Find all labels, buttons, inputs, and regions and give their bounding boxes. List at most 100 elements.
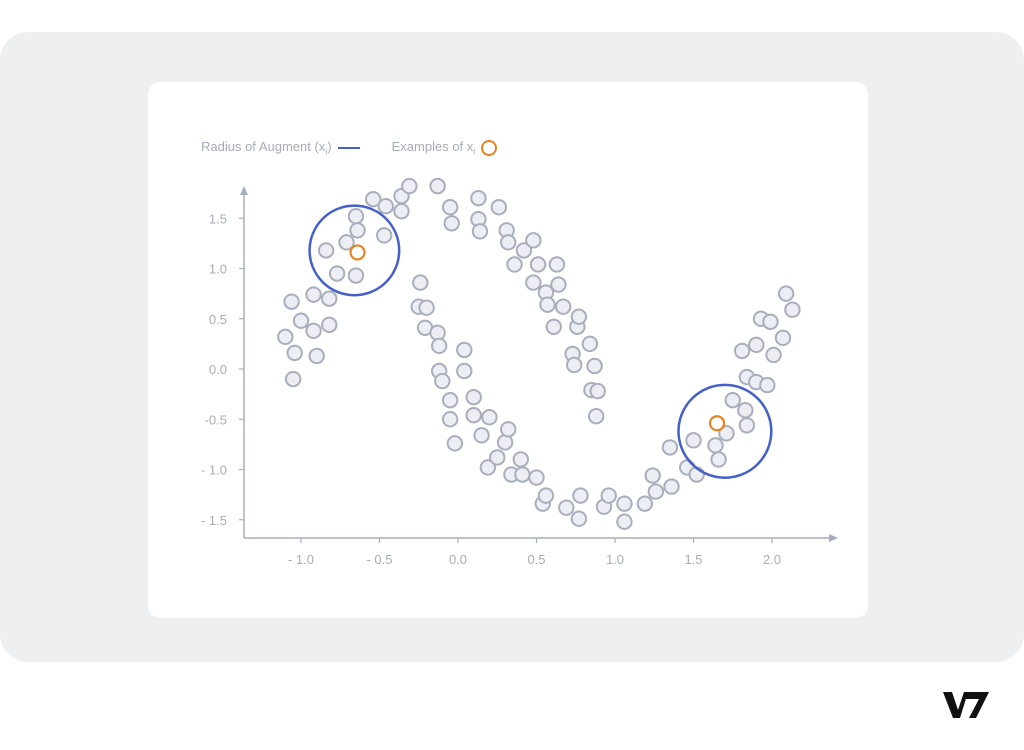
- data-point: [412, 274, 429, 291]
- data-point: [525, 274, 542, 291]
- data-point: [550, 276, 567, 293]
- x-tick-label: - 0.5: [366, 552, 392, 567]
- data-point: [647, 483, 665, 500]
- data-point: [581, 335, 599, 353]
- data-point: [718, 425, 735, 442]
- augment-radius-circle: [308, 204, 401, 297]
- data-point: [429, 177, 446, 195]
- data-point: [636, 495, 654, 512]
- data-point: [347, 267, 365, 284]
- data-point: [570, 308, 588, 325]
- data-point: [446, 435, 464, 452]
- y-tick-label: - 1.0: [201, 463, 227, 478]
- data-point: [284, 370, 302, 388]
- data-point: [456, 362, 473, 380]
- x-tick-label: - 1.0: [288, 552, 314, 567]
- data-point: [589, 382, 606, 400]
- data-point: [539, 296, 556, 313]
- data-point: [321, 290, 338, 307]
- scatter-plot: - 1.0 - 0.5 0.0 0.5 1.0 1.5 2.0 1.5 1.0 0.5 0.0 -0.…: [201, 177, 838, 567]
- data-point: [733, 342, 751, 360]
- data-point: [663, 478, 680, 495]
- y-tick-label: 0.5: [209, 312, 227, 327]
- data-point: [465, 388, 482, 406]
- data-point: [762, 313, 779, 330]
- data-point: [545, 318, 562, 335]
- legend-radius-label: Radius of Augment (xi): [201, 139, 332, 157]
- data-point: [529, 256, 547, 273]
- data-point: [430, 337, 448, 355]
- data-point: [707, 437, 724, 454]
- x-tick-label: 1.0: [606, 552, 624, 567]
- data-point: [528, 469, 545, 486]
- x-tick-label: 0.5: [527, 552, 545, 567]
- data-point: [738, 417, 756, 434]
- data-point: [500, 234, 517, 251]
- data-point: [317, 242, 335, 259]
- data-point: [496, 434, 514, 451]
- data-point: [537, 487, 555, 504]
- data-point: [376, 227, 393, 244]
- data-point: [586, 357, 603, 375]
- augment-radius-circle: [677, 383, 773, 479]
- data-point: [737, 402, 754, 419]
- data-point: [587, 408, 605, 425]
- data-point: [470, 189, 487, 207]
- data-point: [418, 299, 435, 316]
- data-point: [515, 242, 533, 259]
- data-point: [308, 347, 325, 365]
- data-point: [600, 487, 617, 504]
- data-point: [393, 203, 410, 220]
- legend-item-radius: Radius of Augment (xi): [201, 139, 360, 157]
- data-point: [434, 372, 451, 390]
- y-axis-arrow: [240, 186, 248, 195]
- data-point: [283, 293, 300, 310]
- data-point: [554, 298, 572, 315]
- data-point: [548, 256, 566, 273]
- data-point: [558, 499, 575, 516]
- data-point: [441, 411, 459, 428]
- data-point: [572, 487, 589, 504]
- legend-examples-label: Examples of xi: [391, 139, 476, 157]
- example-points: [349, 244, 726, 432]
- y-tick-label: 0.0: [209, 362, 227, 377]
- data-point: [565, 356, 583, 374]
- x-axis-arrow: [829, 534, 838, 542]
- data-point: [616, 513, 633, 530]
- data-point: [765, 346, 782, 364]
- x-tick-label: 0.0: [449, 552, 467, 567]
- data-point: [465, 407, 482, 424]
- y-tick-label: -0.5: [205, 412, 227, 427]
- data-point: [784, 301, 801, 318]
- data-point: [644, 467, 661, 484]
- y-tick-label: 1.5: [209, 211, 227, 226]
- data-point: [724, 391, 741, 409]
- data-point: [305, 322, 322, 340]
- data-point: [500, 421, 517, 438]
- example-point: [349, 244, 366, 261]
- data-point: [443, 215, 460, 232]
- data-point: [479, 459, 497, 476]
- legend-radius-swatch: [337, 147, 360, 149]
- data-point: [570, 510, 588, 527]
- data-point: [661, 439, 679, 456]
- data-point: [401, 177, 418, 195]
- legend-item-examples: Examples of xi: [392, 139, 498, 157]
- data-point: [292, 312, 310, 329]
- legend-examples-swatch: [481, 140, 498, 156]
- data-point: [277, 328, 294, 346]
- augment-radii: [308, 204, 773, 479]
- data-point: [473, 427, 490, 444]
- data-point: [481, 409, 498, 426]
- chart-card: Radius of Augment (xi) Examples of xi - …: [148, 82, 868, 618]
- data-point: [525, 232, 542, 249]
- data-point: [759, 376, 776, 394]
- axes: - 1.0 - 0.5 0.0 0.5 1.0 1.5 2.0 1.5 1.0 0.5 0.0 -0.…: [201, 186, 838, 567]
- data-point: [338, 234, 355, 251]
- legend: Radius of Augment (xi) Examples of xi: [201, 138, 498, 158]
- data-point: [347, 208, 365, 225]
- example-point: [708, 415, 726, 432]
- data-point: [328, 265, 346, 282]
- data-point: [441, 391, 459, 409]
- data-point: [441, 198, 459, 216]
